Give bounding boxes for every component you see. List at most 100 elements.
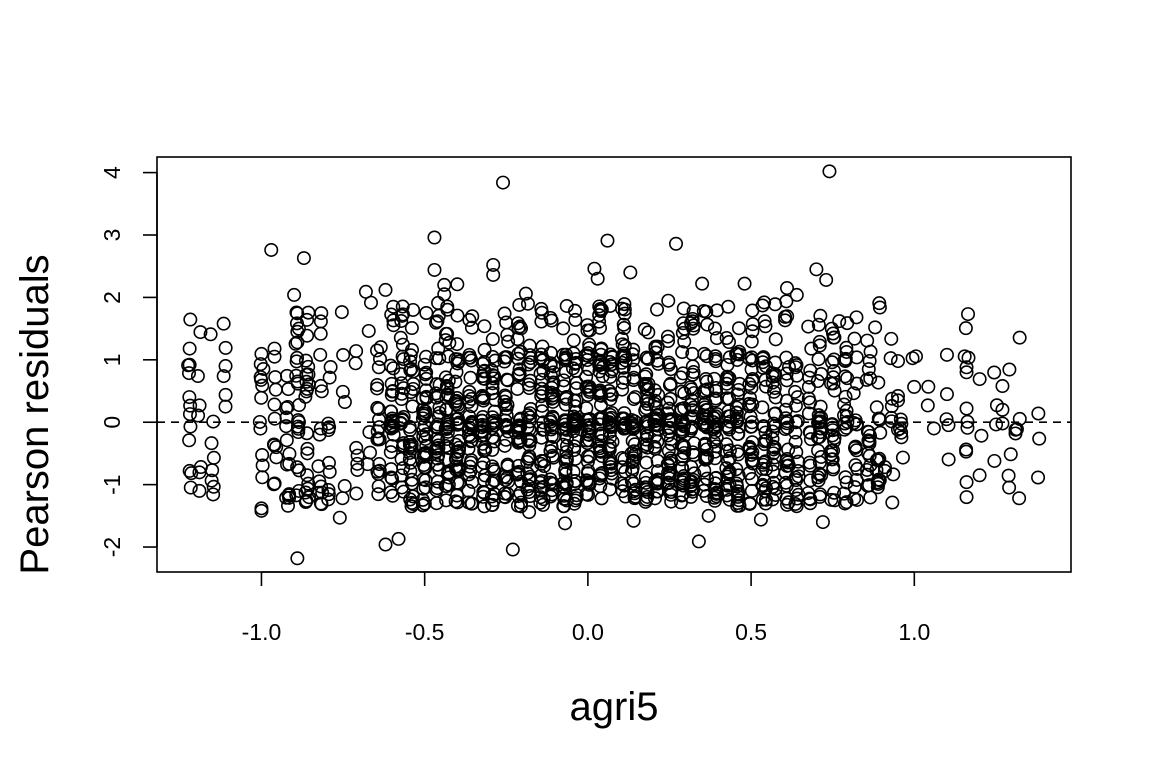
data-point bbox=[567, 356, 582, 371]
data-point bbox=[461, 441, 476, 456]
data-point bbox=[192, 483, 207, 498]
data-point bbox=[204, 473, 219, 488]
data-point bbox=[437, 287, 452, 302]
data-point bbox=[321, 487, 336, 502]
data-point bbox=[544, 313, 559, 328]
data-point bbox=[370, 377, 385, 392]
data-point bbox=[403, 354, 418, 369]
data-point bbox=[883, 351, 898, 366]
data-point bbox=[926, 421, 941, 436]
data-point bbox=[322, 464, 337, 479]
data-point bbox=[403, 363, 418, 378]
data-point bbox=[811, 473, 826, 488]
data-point bbox=[790, 390, 805, 405]
data-point bbox=[695, 276, 710, 291]
data-point bbox=[559, 298, 574, 313]
data-point bbox=[894, 425, 909, 440]
data-point bbox=[268, 370, 283, 385]
data-point bbox=[497, 394, 512, 409]
data-point bbox=[290, 324, 305, 339]
data-point bbox=[536, 492, 551, 507]
data-point bbox=[314, 306, 329, 321]
data-point bbox=[663, 432, 678, 447]
data-point bbox=[803, 496, 818, 511]
data-point bbox=[580, 454, 595, 469]
data-point bbox=[837, 397, 852, 412]
data-point bbox=[663, 362, 678, 377]
data-point bbox=[442, 335, 457, 350]
data-point bbox=[415, 391, 430, 406]
data-point bbox=[559, 453, 574, 468]
data-point bbox=[512, 297, 527, 312]
data-point bbox=[556, 347, 571, 362]
data-point bbox=[206, 479, 221, 494]
data-point bbox=[301, 359, 316, 374]
data-point bbox=[921, 379, 936, 394]
data-point bbox=[779, 294, 794, 309]
data-point bbox=[255, 447, 270, 462]
data-point bbox=[594, 491, 609, 506]
data-point bbox=[477, 342, 492, 357]
data-point bbox=[729, 347, 744, 362]
data-point bbox=[462, 313, 477, 328]
data-point bbox=[450, 475, 465, 490]
data-point bbox=[905, 351, 920, 366]
data-point bbox=[661, 293, 676, 308]
data-point bbox=[191, 408, 206, 423]
data-point bbox=[849, 350, 864, 365]
data-point bbox=[877, 460, 892, 475]
data-point bbox=[371, 487, 386, 502]
data-point bbox=[403, 385, 418, 400]
data-point bbox=[744, 334, 759, 349]
data-point bbox=[862, 434, 877, 449]
data-point bbox=[184, 466, 199, 481]
data-point bbox=[418, 404, 433, 419]
data-point bbox=[204, 436, 219, 451]
y-tick-label: 3 bbox=[99, 229, 125, 242]
data-point bbox=[617, 306, 632, 321]
data-point bbox=[419, 365, 434, 380]
data-point bbox=[753, 512, 768, 527]
data-point bbox=[660, 406, 675, 421]
data-point bbox=[868, 320, 883, 335]
data-point bbox=[811, 408, 826, 423]
data-point bbox=[802, 455, 817, 470]
data-point bbox=[536, 497, 551, 512]
data-point bbox=[638, 369, 653, 384]
data-point bbox=[840, 316, 855, 331]
data-point bbox=[809, 262, 824, 277]
data-point bbox=[789, 473, 804, 488]
data-point bbox=[485, 430, 500, 445]
data-point bbox=[485, 410, 500, 425]
data-point bbox=[386, 299, 401, 314]
data-point bbox=[462, 347, 477, 362]
data-point bbox=[431, 448, 446, 463]
data-point bbox=[582, 337, 597, 352]
data-point bbox=[582, 323, 597, 338]
data-point bbox=[625, 347, 640, 362]
data-point bbox=[558, 516, 573, 531]
data-point bbox=[939, 347, 954, 362]
data-point bbox=[182, 407, 197, 422]
data-point bbox=[521, 357, 536, 372]
data-point bbox=[474, 424, 489, 439]
data-point bbox=[438, 438, 453, 453]
data-point bbox=[510, 466, 525, 481]
data-point bbox=[697, 346, 712, 361]
data-point bbox=[730, 414, 745, 429]
data-point bbox=[890, 389, 905, 404]
data-point bbox=[890, 422, 905, 437]
data-point bbox=[840, 414, 855, 429]
data-point bbox=[183, 312, 198, 327]
data-point bbox=[332, 510, 347, 525]
data-point bbox=[182, 366, 197, 381]
data-point bbox=[486, 267, 501, 282]
data-point bbox=[709, 430, 724, 445]
data-point bbox=[863, 344, 878, 359]
data-point bbox=[499, 372, 514, 387]
data-point bbox=[987, 453, 1002, 468]
data-point bbox=[311, 485, 326, 500]
data-point bbox=[384, 404, 399, 419]
data-point bbox=[789, 445, 804, 460]
data-point bbox=[183, 398, 198, 413]
